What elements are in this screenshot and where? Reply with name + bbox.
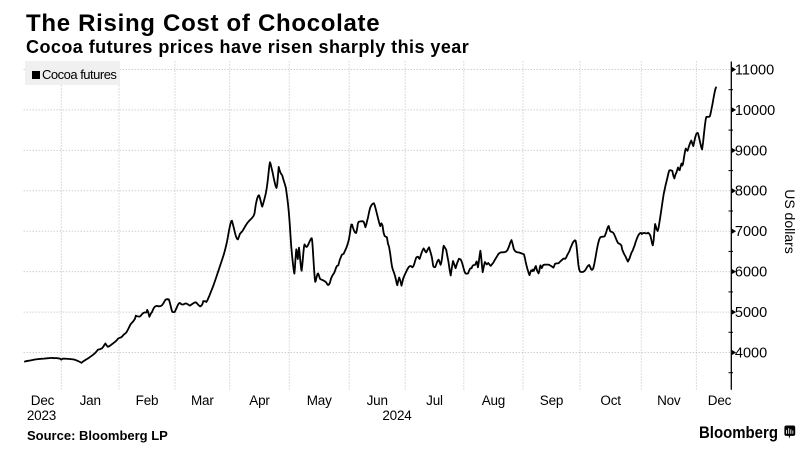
svg-text:2024: 2024 — [382, 408, 412, 423]
svg-text:10000: 10000 — [735, 103, 775, 119]
svg-text:Nov: Nov — [657, 393, 681, 408]
svg-text:US dollars: US dollars — [782, 189, 798, 254]
svg-text:Jan: Jan — [80, 393, 101, 408]
svg-text:11000: 11000 — [735, 62, 774, 78]
svg-text:Oct: Oct — [600, 393, 621, 408]
svg-text:Dec: Dec — [708, 393, 732, 408]
svg-text:Feb: Feb — [136, 393, 159, 408]
svg-text:Mar: Mar — [191, 393, 214, 408]
svg-text:Apr: Apr — [249, 393, 270, 408]
svg-text:4000: 4000 — [735, 345, 767, 361]
svg-text:Sep: Sep — [540, 393, 563, 408]
svg-text:Dec: Dec — [31, 393, 55, 408]
svg-text:8000: 8000 — [735, 184, 767, 200]
svg-text:2023: 2023 — [27, 408, 56, 423]
svg-text:5000: 5000 — [735, 305, 767, 321]
svg-text:Jun: Jun — [367, 393, 388, 408]
svg-text:7000: 7000 — [735, 224, 767, 240]
svg-text:Jul: Jul — [426, 393, 443, 408]
svg-text:6000: 6000 — [735, 265, 767, 281]
svg-text:Aug: Aug — [482, 393, 505, 408]
svg-text:May: May — [307, 393, 332, 408]
svg-text:9000: 9000 — [735, 143, 767, 159]
